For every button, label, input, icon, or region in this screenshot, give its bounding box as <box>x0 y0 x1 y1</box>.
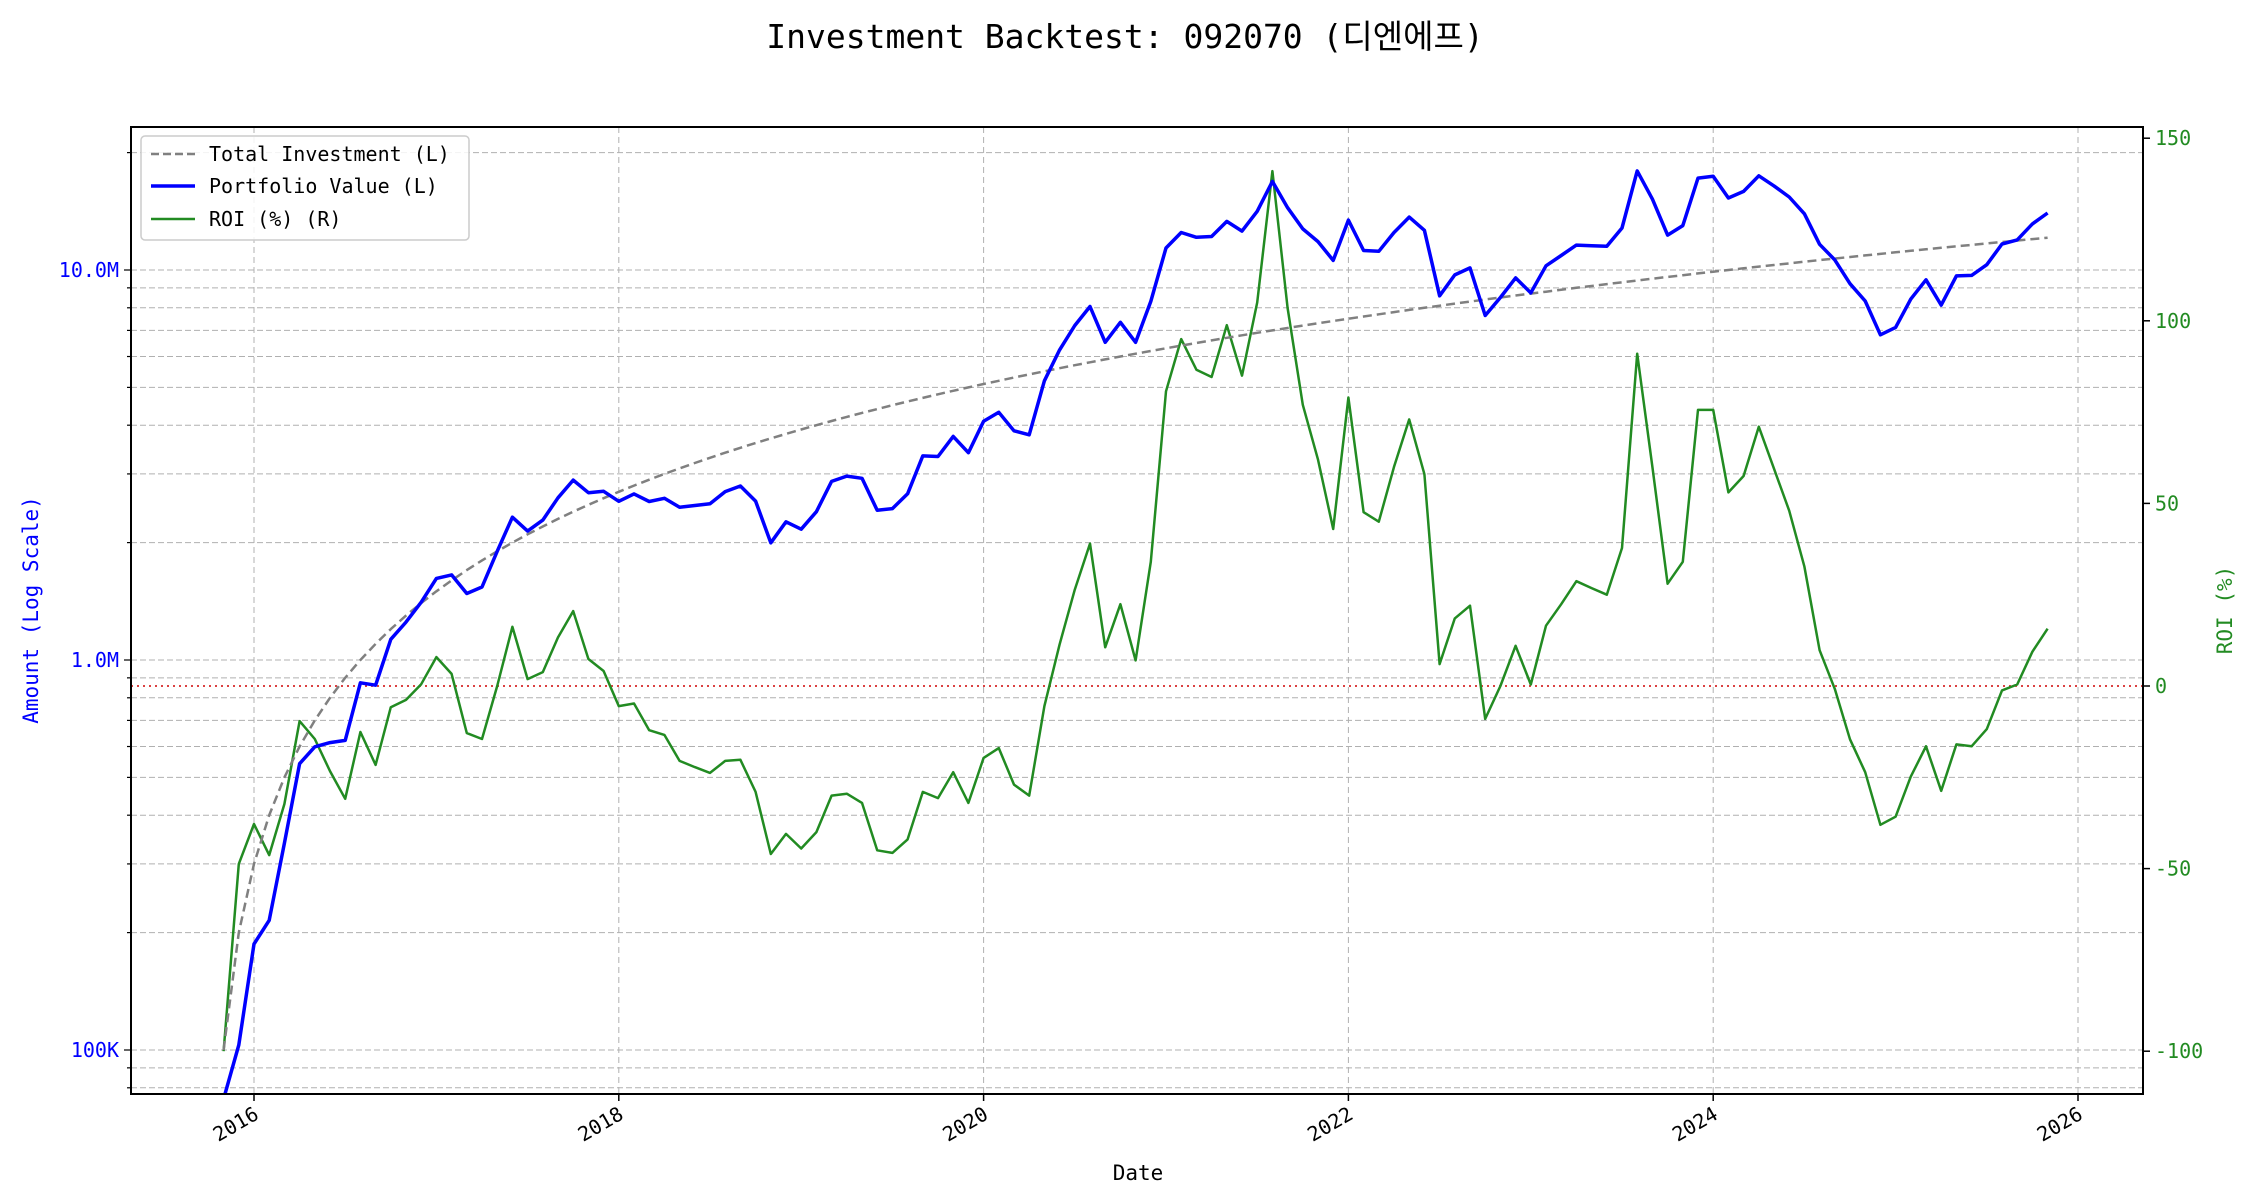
grid <box>131 127 2143 1094</box>
plot-frame <box>130 126 2144 1095</box>
y-left-tick-label: 1.0M <box>71 648 119 672</box>
legend-box <box>140 135 470 241</box>
y-axis-right-label: ROI (%) <box>2213 566 2237 655</box>
chart-title: Investment Backtest: 092070 (디엔에프) <box>766 17 1483 56</box>
y-right-tick-label: -100 <box>2155 1039 2203 1063</box>
legend-label-total-investment: Total Investment (L) <box>209 142 450 166</box>
legend-label-portfolio: Portfolio Value (L) <box>209 174 438 198</box>
total-investment-line <box>222 236 2048 1051</box>
y-right-tick-label: 0 <box>2155 674 2167 698</box>
y-axis-left-label: Amount (Log Scale) <box>19 496 43 724</box>
y-left-tick-label: 10.0M <box>59 258 119 282</box>
portfolio-value-line <box>223 169 2049 1094</box>
legend-label-roi: ROI (%) (R) <box>209 207 341 231</box>
series-lines <box>222 169 2049 1094</box>
y-right-tick-label: -50 <box>2155 857 2191 881</box>
y-left-tick-label: 100K <box>71 1038 119 1062</box>
roi-line <box>222 169 2049 1052</box>
y-right-tick-label: 100 <box>2155 309 2191 333</box>
y-right-tick-label: 150 <box>2155 126 2191 150</box>
x-axis-label: Date <box>1113 1161 1164 1185</box>
legend: Total Investment (L) Portfolio Value (L)… <box>140 135 470 241</box>
y-right-tick-label: 50 <box>2155 491 2179 515</box>
